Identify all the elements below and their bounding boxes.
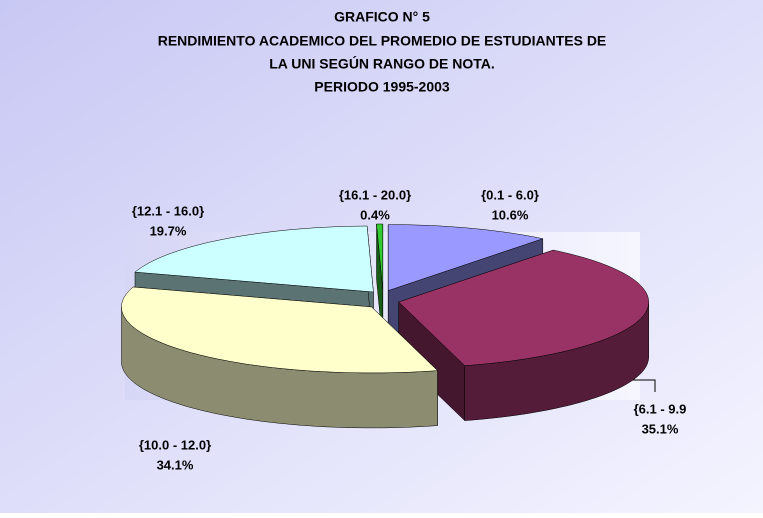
slice-label: {12.1 - 16.0} [132, 203, 204, 218]
value-label: 35.1% [642, 421, 679, 436]
value-label: 19.7% [150, 223, 187, 238]
slice [121, 286, 439, 374]
value-label: 10.6% [492, 207, 529, 222]
slice-label: {6.1 - 9.9 [634, 401, 687, 416]
slice [387, 224, 544, 291]
chart-title: LA UNI SEGÚN RANGO DE NOTA. [269, 55, 495, 72]
value-label: 34.1% [157, 457, 194, 472]
slice [376, 223, 384, 291]
slice-label: {10.0 - 12.0} [139, 437, 211, 452]
chart-title: RENDIMIENTO ACADEMICO DEL PROMEDIO DE ES… [158, 33, 607, 49]
chart-title: PERIODO 1995-2003 [314, 79, 450, 95]
value-label: 0.4% [360, 207, 390, 222]
slice-label: {0.1 - 6.0} [481, 187, 539, 202]
slice [134, 225, 374, 293]
leader-line [628, 379, 656, 392]
slice-label: {16.1 - 20.0} [339, 187, 411, 202]
slice [398, 249, 649, 366]
chart-title: GRAFICO N° 5 [334, 9, 430, 25]
